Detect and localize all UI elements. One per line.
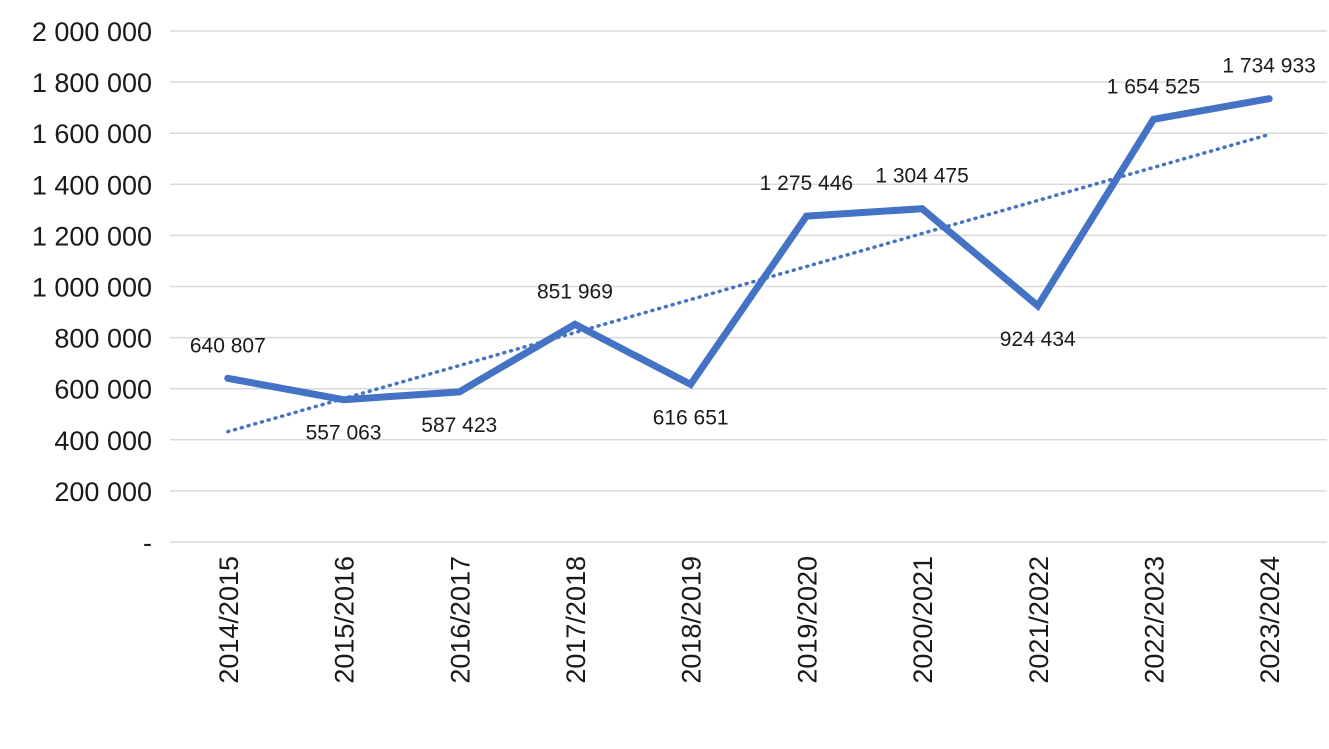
x-tick-label: 2020/2021 <box>908 556 938 684</box>
data-label: 924 434 <box>1000 328 1076 351</box>
y-tick-label: 1 000 000 <box>32 273 152 303</box>
trendline-layer <box>226 132 1271 434</box>
x-tick-label: 2023/2024 <box>1255 556 1285 684</box>
data-label: 1 304 475 <box>875 165 968 188</box>
x-tick-label: 2015/2016 <box>330 556 360 684</box>
y-axis-ticks: - 200 000 400 000 600 000 800 000 1 000 000 1 … <box>32 17 152 558</box>
y-tick-label: - <box>143 528 152 558</box>
series-line <box>224 95 1273 404</box>
y-tick-label: 400 000 <box>54 426 152 456</box>
y-tick-label: 1 400 000 <box>32 170 152 200</box>
x-axis-ticks: 2014/2015 2015/2016 2016/2017 2017/2018 2018… <box>214 556 1285 684</box>
data-label: 1 734 933 <box>1222 55 1315 78</box>
x-tick-label: 2022/2023 <box>1139 556 1169 684</box>
y-tick-label: 2 000 000 <box>32 17 152 47</box>
y-tick-label: 1 600 000 <box>32 119 152 149</box>
x-tick-label: 2014/2015 <box>214 556 244 684</box>
y-tick-label: 1 800 000 <box>32 68 152 98</box>
y-tick-label: 800 000 <box>54 324 152 354</box>
data-label: 640 807 <box>190 334 266 357</box>
y-tick-label: 200 000 <box>54 477 152 507</box>
gridlines <box>170 30 1327 543</box>
y-tick-label: 600 000 <box>54 375 152 405</box>
x-tick-label: 2017/2018 <box>561 556 591 684</box>
x-tick-label: 2016/2017 <box>445 556 475 684</box>
x-tick-label: 2021/2022 <box>1024 556 1054 684</box>
trendline <box>226 132 1271 434</box>
data-label: 851 969 <box>537 280 613 303</box>
data-label: 587 423 <box>421 414 497 437</box>
series-layer <box>224 95 1273 404</box>
x-tick-label: 2019/2020 <box>792 556 822 684</box>
data-label: 557 063 <box>306 422 382 445</box>
data-label: 616 651 <box>653 406 729 429</box>
data-labels: 640 807 557 063 587 423 851 969 616 651 1 275… <box>190 55 1316 445</box>
y-tick-label: 1 200 000 <box>32 221 152 251</box>
data-label: 1 275 446 <box>760 172 853 195</box>
data-label: 1 654 525 <box>1107 75 1200 98</box>
x-tick-label: 2018/2019 <box>677 556 707 684</box>
